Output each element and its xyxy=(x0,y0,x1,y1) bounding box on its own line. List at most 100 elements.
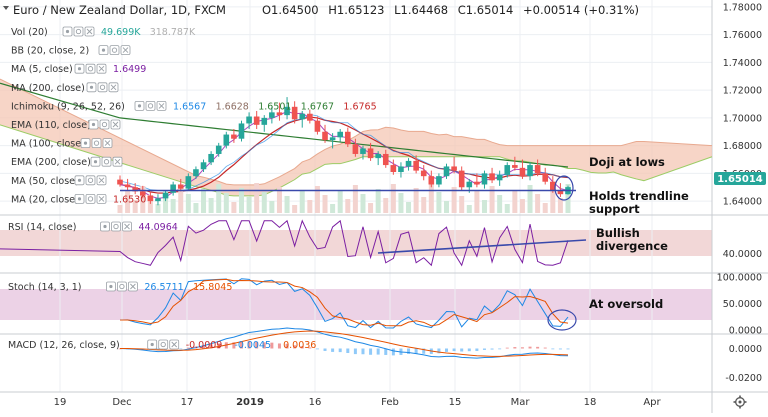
indicator-tick-label: 100.0000 xyxy=(717,273,762,284)
cloud-span-b xyxy=(0,78,713,186)
settings-icon[interactable] xyxy=(91,138,102,149)
macd-histogram-bar xyxy=(437,348,441,354)
settings-icon[interactable] xyxy=(99,119,110,130)
indicator-axes: 40.0000 100.0000 50.0000 0.0000 0.0000 -0.020… xyxy=(717,249,762,384)
subpane-value: -0.0009 xyxy=(186,340,223,351)
volume-bar xyxy=(284,196,290,213)
subpane-legend-row[interactable]: Stoch (14, 3, 1) 26.5711 15.8045 xyxy=(8,281,232,293)
candle-body xyxy=(375,153,381,159)
candle-body xyxy=(398,166,404,172)
candle-body xyxy=(231,134,237,139)
eye-pupil-icon xyxy=(77,178,82,182)
volume-bar xyxy=(193,203,199,213)
gear-ring-icon xyxy=(87,196,94,202)
subpane-value: 0.0036 xyxy=(283,340,316,351)
macd-histogram-bar xyxy=(384,348,388,355)
candle-body xyxy=(162,192,169,199)
settings-gear-icon[interactable] xyxy=(733,395,747,409)
doji-annotation: Doji at lows xyxy=(589,155,665,169)
volume-bar xyxy=(352,185,358,213)
candle-body xyxy=(481,173,488,185)
macd-histogram-bar xyxy=(407,348,411,355)
volume-bar xyxy=(466,205,472,213)
volume-bar xyxy=(147,195,153,213)
settings-icon[interactable] xyxy=(85,175,96,186)
indicator-tick-label: 0.0000 xyxy=(729,326,762,337)
gear-ring-icon xyxy=(87,66,94,72)
macd-histogram-bar xyxy=(551,348,555,350)
settings-icon[interactable] xyxy=(85,193,96,204)
legend-row[interactable]: BB (20, close, 2) xyxy=(11,45,131,57)
settings-icon[interactable] xyxy=(111,221,121,232)
candle-body xyxy=(276,112,283,116)
legend-row[interactable]: MA (5, close) 1.6499 xyxy=(11,63,146,75)
ohlc-values: O1.64500 H1.65123 L1.64468 C1.65014 +0.0… xyxy=(262,3,639,17)
settings-icon[interactable] xyxy=(117,281,127,292)
macd-histogram-bar xyxy=(422,348,426,354)
stoch-k-line xyxy=(119,278,569,329)
time-axis[interactable]: 19 Dec 17 2019 16 Feb 15 Mar 18 Apr xyxy=(54,397,662,408)
legend-row[interactable]: MA (20, close) 1.6530 xyxy=(11,193,146,205)
indicator-tick-label: 40.0000 xyxy=(723,249,762,260)
macd-histogram-bar xyxy=(255,341,259,349)
oversold-annotation: At oversold xyxy=(589,297,663,311)
settings-icon[interactable] xyxy=(109,45,120,55)
settings-icon[interactable] xyxy=(73,26,84,37)
settings-icon[interactable] xyxy=(158,339,169,350)
volume-bar xyxy=(451,187,457,213)
price-badge: 1.65014 xyxy=(717,174,763,185)
candle-body xyxy=(307,113,313,121)
eye-pupil-icon xyxy=(77,67,82,71)
macd-histogram-bar xyxy=(475,348,479,351)
subpane-label: Stoch (14, 3, 1) xyxy=(8,282,82,293)
price-tick-label: 1.68000 xyxy=(723,141,762,152)
candle-body xyxy=(238,123,245,139)
macd-histogram-bar xyxy=(247,341,251,349)
volume-bar xyxy=(254,183,260,213)
candle-body xyxy=(344,131,351,145)
candle-body xyxy=(451,166,457,171)
candle-body xyxy=(496,174,503,181)
volume-bar xyxy=(322,195,328,213)
macd-histogram-bar xyxy=(498,348,502,350)
legend-row[interactable]: MA (50, close) xyxy=(11,175,107,187)
x-stroke-icon xyxy=(98,177,105,184)
subpane-legend-row[interactable]: MACD (12, 26, close, 9) -0.0009 -0.0045 0.0… xyxy=(8,339,316,351)
subpane-legend-row[interactable]: RSI (14, close) 44.0964 xyxy=(8,221,178,233)
volume-bar xyxy=(519,199,525,213)
settings-icon[interactable] xyxy=(145,101,156,111)
candle-body xyxy=(367,148,374,159)
legend-label: EMA (200, close) xyxy=(11,157,91,168)
legend-row[interactable]: Vol (20) 49.699K 318.787K xyxy=(11,26,196,38)
legend-row[interactable]: MA (100, close) xyxy=(11,138,113,150)
macd-histogram-bar xyxy=(202,345,206,349)
settings-icon[interactable] xyxy=(101,156,112,167)
macd-histogram-bar xyxy=(505,347,509,349)
volume-bar xyxy=(557,198,563,213)
volume-bar xyxy=(170,199,176,213)
candle-body xyxy=(261,117,268,125)
legend-row[interactable]: Ichimoku (9, 26, 52, 26) 1.6567 1.6628 1.65… xyxy=(11,101,377,112)
candle-body xyxy=(489,173,495,181)
volume-bar xyxy=(163,190,169,213)
candle-body xyxy=(208,153,214,163)
bullish-annotation: Bullish divergence xyxy=(596,226,668,253)
legend-row[interactable]: EMA (110, close) xyxy=(11,119,121,131)
settings-icon[interactable] xyxy=(85,63,96,74)
legend-value: 1.6530 xyxy=(113,194,146,205)
oversold-circle xyxy=(547,309,577,331)
settings-icon[interactable] xyxy=(97,82,108,93)
volume-bar xyxy=(307,200,313,213)
volume-bar xyxy=(345,199,351,213)
legend-row[interactable]: EMA (200, close) xyxy=(11,156,123,168)
candle-body xyxy=(443,166,450,177)
stoch-band xyxy=(0,289,712,320)
candle-body xyxy=(542,173,549,182)
macd-histogram-bar xyxy=(528,346,532,349)
collapse-arrow-icon[interactable] xyxy=(3,6,9,10)
price-tick-label: 1.72000 xyxy=(723,86,762,97)
macd-histogram-bar xyxy=(179,348,183,350)
legend-row[interactable]: MA (200, close) xyxy=(11,82,119,94)
ma-200-line xyxy=(0,82,569,168)
